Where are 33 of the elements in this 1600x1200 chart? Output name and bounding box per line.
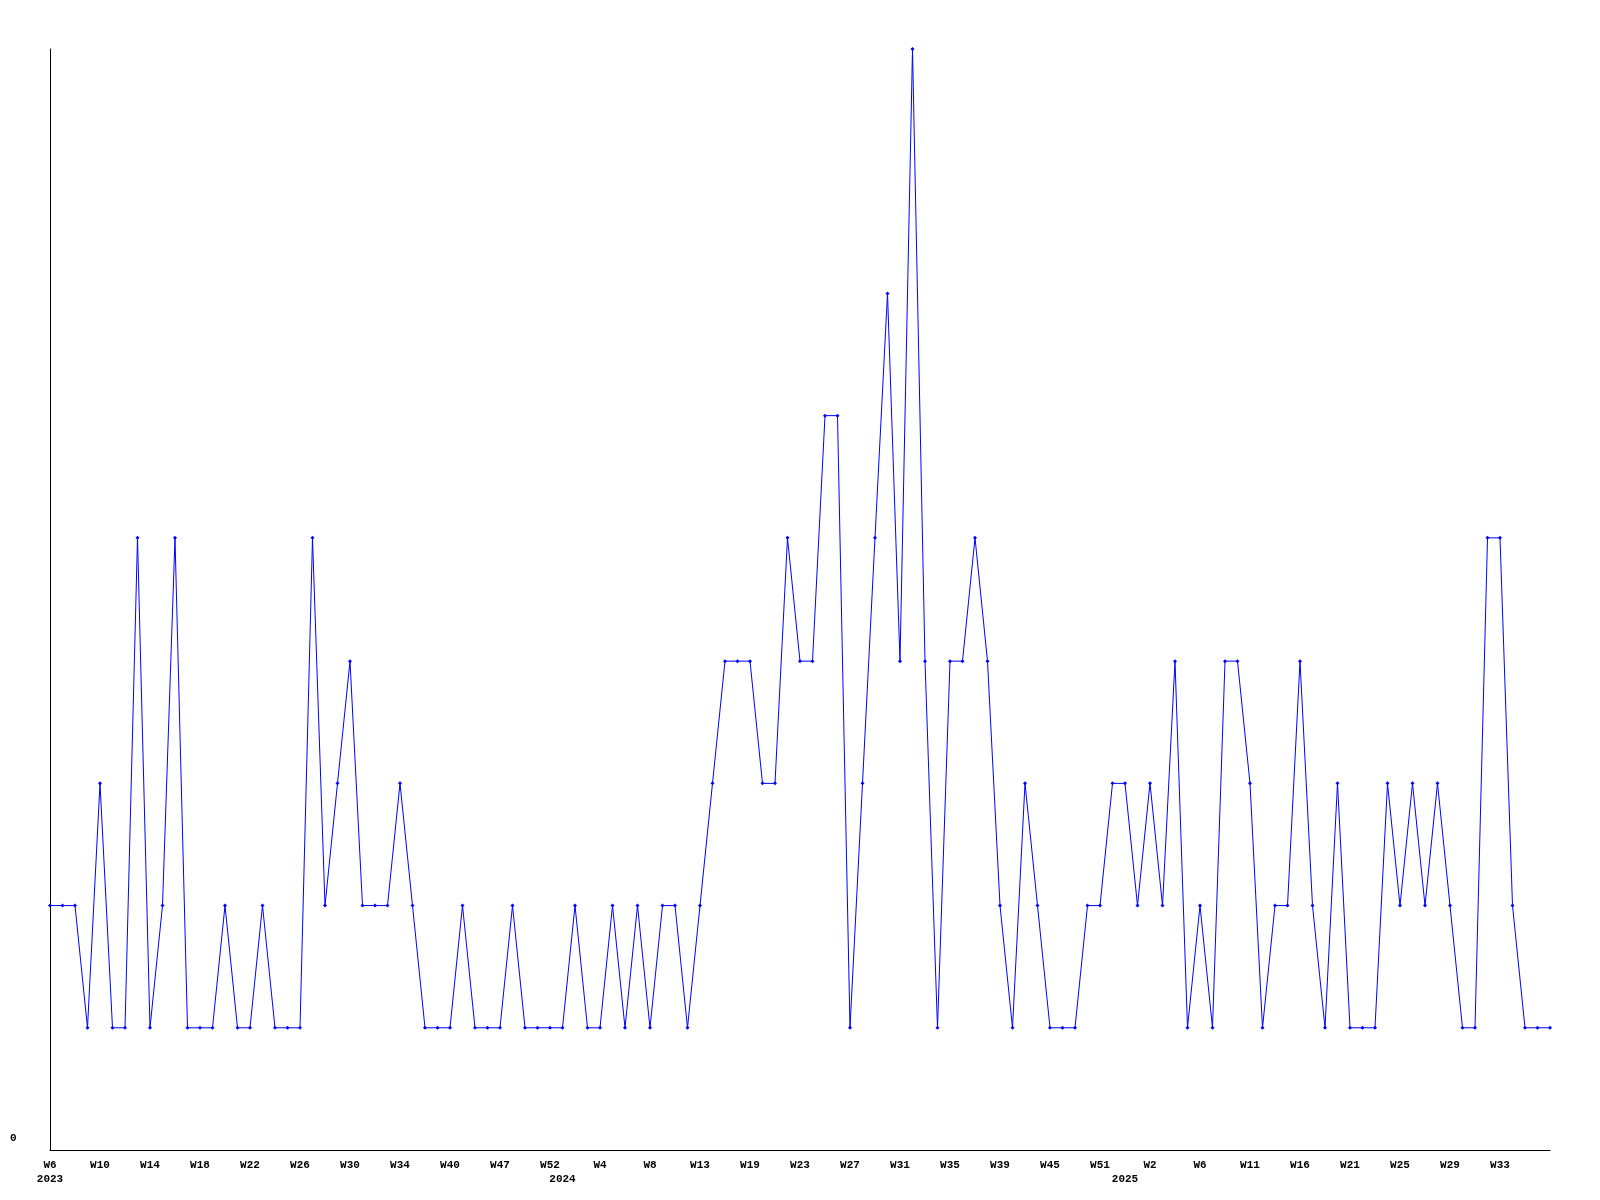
x-tick-label: W6	[1193, 1159, 1207, 1171]
x-tick-label: W52	[540, 1159, 560, 1171]
x-tick-label: W29	[1440, 1159, 1460, 1171]
x-tick-label: W4	[593, 1159, 607, 1171]
x-tick-label: W14	[140, 1159, 161, 1171]
x-tick-label: W8	[643, 1159, 657, 1171]
x-tick-label: 2024	[549, 1173, 577, 1185]
x-tick-label: W23	[790, 1159, 811, 1171]
x-tick-label: W19	[740, 1159, 760, 1171]
text: 0	[10, 1131, 17, 1144]
x-tick-label: W11	[1240, 1159, 1261, 1171]
x-tick-label: 2025	[1111, 1173, 1139, 1185]
x-tick-label: W39	[990, 1159, 1010, 1171]
x-tick-label: W6 2023	[36, 1159, 64, 1185]
x-tick-label: W25	[1390, 1159, 1411, 1171]
x-tick-label: W16	[1290, 1159, 1310, 1171]
x-tick-label: W18	[190, 1159, 211, 1171]
x-tick-label: W21	[1340, 1159, 1361, 1171]
x-tick-label: W40	[440, 1159, 460, 1171]
x-tick-label: W13	[690, 1159, 711, 1171]
x-tick-label: W22	[240, 1159, 260, 1171]
x-tick-label: W10	[90, 1159, 110, 1171]
x-tick-label: W45	[1040, 1159, 1061, 1171]
x-tick-label: W51	[1090, 1159, 1111, 1171]
x-tick-label: W26	[290, 1159, 310, 1171]
x-tick-label: W33	[1490, 1159, 1511, 1171]
x-tick-label: W27	[840, 1159, 860, 1171]
x-tick-label: W35	[940, 1159, 961, 1171]
x-tick-label: W2	[1143, 1159, 1157, 1171]
x-tick-label: W31	[890, 1159, 911, 1171]
x-tick-label: W47	[490, 1159, 510, 1171]
x-tick-label: W30	[340, 1159, 360, 1171]
x-tick-label: W34	[390, 1159, 411, 1171]
